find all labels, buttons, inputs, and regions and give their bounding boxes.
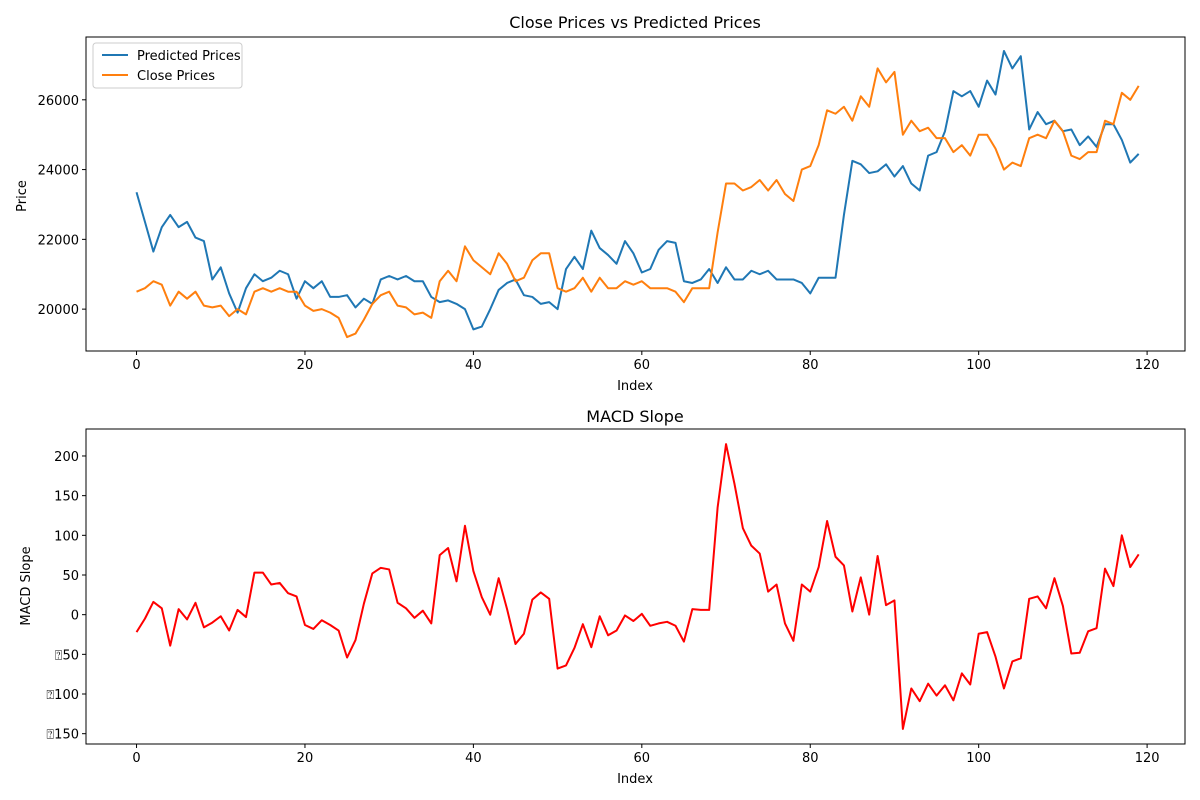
y-tick-label: ⍰100 (46, 688, 79, 703)
x-tick-label: 100 (966, 751, 991, 766)
x-tick-label: 100 (966, 358, 991, 373)
legend-label-close: Close Prices (137, 69, 215, 84)
y-tick-label: 200 (54, 450, 79, 465)
x-tick-label: 0 (132, 358, 140, 373)
x-tick-label: 80 (802, 751, 819, 766)
axes-frame (85, 36, 1186, 352)
y-tick-label: ⍰150 (46, 728, 79, 743)
series-line-0-0 (135, 49, 1140, 331)
y-tick-label: 0 (71, 609, 79, 624)
x-tick-label: 120 (1135, 751, 1160, 766)
series-line-0-1 (136, 67, 1140, 339)
legend-label-predicted: Predicted Prices (137, 49, 241, 64)
x-tick-label: 20 (297, 751, 314, 766)
price-chart-xlabel: Index (617, 379, 653, 394)
price-chart-ylabel: Price (15, 180, 30, 212)
y-tick-label: 150 (54, 490, 79, 505)
y-tick-label: 24000 (38, 164, 79, 179)
y-tick-label: 50 (62, 569, 79, 584)
y-tick-label: 20000 (38, 303, 79, 318)
axes-frame (85, 428, 1186, 745)
legend-box (92, 42, 243, 89)
y-tick-label: 26000 (38, 94, 79, 109)
price-chart-legend: Predicted Prices Close Prices (92, 42, 243, 89)
price-chart-title: Close Prices vs Predicted Prices (509, 13, 761, 32)
x-tick-label: 60 (634, 358, 651, 373)
x-tick-label: 80 (802, 358, 819, 373)
y-tick-label: 22000 (38, 233, 79, 248)
price-plot-area: 0 20 40 60 80 100 120 20000 22000 24000 26000 (38, 36, 1186, 373)
x-tick-label: 120 (1135, 358, 1160, 373)
macd-plot-area: 0 20 40 60 80 100 120 ⍰150 ⍰100 ⍰50 0 50 100 150 200 (46, 428, 1186, 766)
macd-chart: MACD Slope 0 20 40 60 80 100 120 ⍰150 ⍰100 ⍰50 0 50… (19, 407, 1186, 787)
macd-chart-ylabel: MACD Slope (19, 546, 34, 625)
x-tick-label: 60 (634, 751, 651, 766)
y-tick-label: 100 (54, 529, 79, 544)
x-tick-label: 0 (132, 751, 140, 766)
y-tick-label: ⍰50 (55, 648, 79, 663)
x-tick-label: 40 (465, 358, 482, 373)
series-line-1-0 (135, 443, 1140, 730)
price-chart: Close Prices vs Predicted Prices 0 20 40 60… (15, 13, 1186, 394)
macd-chart-xlabel: Index (617, 772, 653, 787)
x-tick-label: 40 (465, 751, 482, 766)
x-tick-label: 20 (297, 358, 314, 373)
macd-chart-title: MACD Slope (586, 407, 683, 426)
